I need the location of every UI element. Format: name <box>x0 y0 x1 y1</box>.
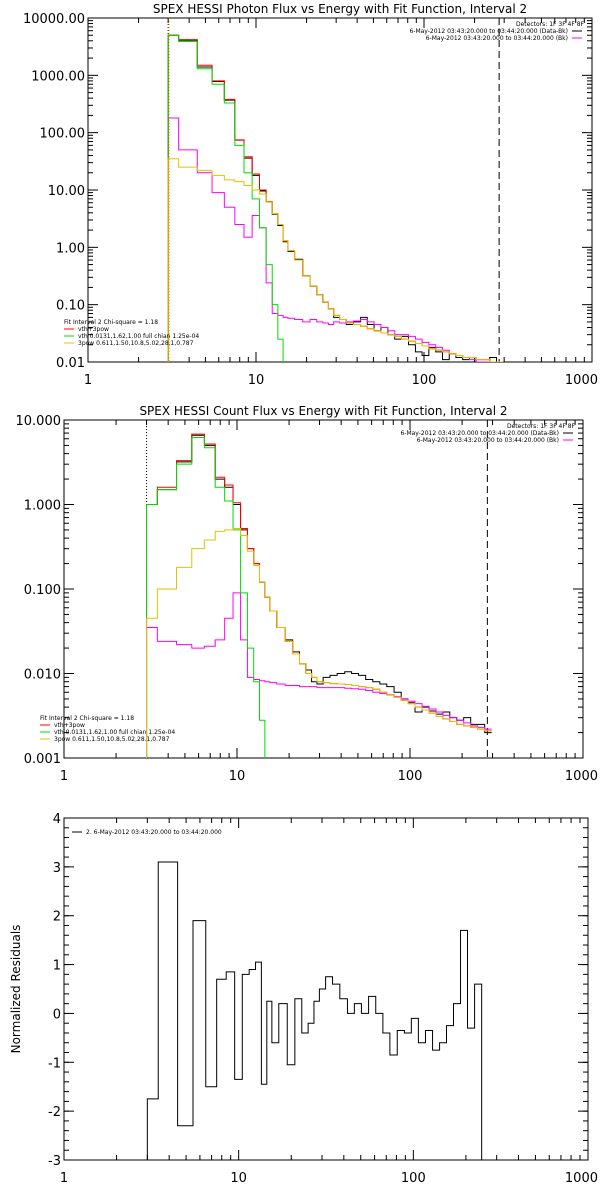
series-line-5 <box>146 527 492 758</box>
series-group <box>146 861 496 1160</box>
y-tick-label: 1.00 <box>56 241 85 256</box>
y-tick-label: 10.00 <box>48 184 85 199</box>
x-tick-label: 1000 <box>565 1171 598 1186</box>
y-tick-label: 1000.00 <box>31 69 85 84</box>
y-tick-label: -3 <box>48 1154 61 1169</box>
series-line-4 <box>146 437 266 758</box>
y-tick-label: 0.100 <box>24 583 61 598</box>
y-tick-label: 1.000 <box>24 499 61 514</box>
x-tick-label: 100 <box>401 1171 426 1186</box>
legend-text: 6-May-2012 03:43:20.000 to 03:44:20.000 … <box>417 437 559 444</box>
y-tick-label: 0.001 <box>24 752 61 767</box>
x-tick-label: 1 <box>60 769 68 784</box>
y-tick-label: 1 <box>53 959 61 974</box>
legend-text: Detectors: 1F 3F 4F 8F <box>516 21 585 28</box>
y-tick-label: 0.010 <box>24 668 61 683</box>
series-line-1 <box>167 34 504 362</box>
plot-frame <box>87 17 593 363</box>
x-tick-label: 1 <box>60 1171 68 1186</box>
series-line-1 <box>146 434 492 758</box>
y-tick-label: -2 <box>48 1105 61 1120</box>
series-group <box>146 433 492 758</box>
y-axis-label: Normalized Residuals <box>9 925 23 1054</box>
y-tick-label: 3 <box>53 861 61 876</box>
series-line-3 <box>146 433 492 758</box>
x-tick-label: 10 <box>229 769 246 784</box>
series-line-3 <box>167 34 504 362</box>
y-tick-label: 10000.00 <box>23 12 85 27</box>
y-tick-label: 0.01 <box>56 356 85 371</box>
legend-text: Detectors: 1F 3F 4F 8F <box>507 423 576 430</box>
chart-panel-2: SPEX HESSI Count Flux vs Energy with Fit… <box>16 404 599 784</box>
series-line-2 <box>167 117 504 362</box>
x-tick-label: 10 <box>248 373 265 388</box>
x-tick-label: 1 <box>84 373 92 388</box>
y-tick-label: 10.000 <box>16 414 62 429</box>
y-tick-label: 4 <box>53 812 61 827</box>
legend-text: 6-May-2012 03:43:20.000 to 03:44:20.000 … <box>426 35 568 42</box>
legend-text: vth 0.0131,1.62,1.00 full chian 1.25e-04 <box>54 729 175 736</box>
y-tick-label: -1 <box>48 1056 61 1071</box>
chart-panel-3: 1 10 100 1000 -3 -2 -1 0 1 2 3 4 Normalized Residual… <box>9 812 598 1186</box>
legend-text: vth+3pow <box>54 722 85 729</box>
legend-text: 3pow 0.611,1.50,10.8,5.02,28.1,0.787 <box>78 340 194 347</box>
legend-text: 6-May-2012 03:43:20.000 to 03:44:20.000 … <box>409 28 568 35</box>
series-line-4 <box>167 34 284 362</box>
series-line-1 <box>146 861 496 1160</box>
legend-text: 2. 6-May-2012 03:43:20.000 to 03:44:20.0… <box>86 829 222 836</box>
y-tick-label: 0 <box>53 1007 61 1022</box>
chart-title: SPEX HESSI Count Flux vs Energy with Fit… <box>139 404 507 418</box>
x-tick-label: 100 <box>412 373 437 388</box>
chart-title: SPEX HESSI Photon Flux vs Energy with Fi… <box>153 2 527 16</box>
x-tick-label: 1000 <box>565 769 598 784</box>
y-tick-label: 0.10 <box>56 299 85 314</box>
plot-frame <box>63 419 584 759</box>
chart-panel-1: SPEX HESSI Photon Flux vs Energy with Fi… <box>23 2 598 388</box>
series-group <box>167 34 504 362</box>
x-tick-label: 100 <box>398 769 423 784</box>
series-line-5 <box>167 158 504 362</box>
legend-text: vth+3pow <box>78 326 109 333</box>
y-tick-label: 2 <box>53 910 61 925</box>
legend-fit-title: Fit Interval 2 Chi-square = 1.18 <box>64 319 158 326</box>
series-line-2 <box>146 592 492 758</box>
y-tick-label: 100.00 <box>40 127 86 142</box>
x-tick-label: 10 <box>230 1171 247 1186</box>
x-tick-label: 1000 <box>565 373 598 388</box>
legend-text: 6-May-2012 03:43:20.000 to 03:44:20.000 … <box>400 430 559 437</box>
legend-text: vth 0.0131,1.62,1.00 full chian 1.25e-04 <box>78 333 199 340</box>
legend-fit-title: Fit Interval 2 Chi-square = 1.18 <box>40 715 134 722</box>
plot-frame <box>63 817 589 1161</box>
legend-text: 3pow 0.611,1.50,10.8,5.02,28.1,0.787 <box>54 736 170 743</box>
